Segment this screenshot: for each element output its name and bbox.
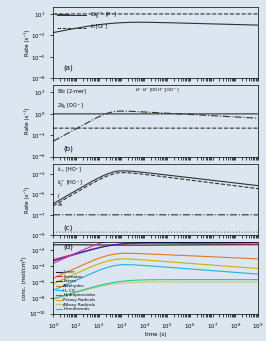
Text: (a): (a) [63, 65, 73, 71]
Text: $k_+$ [HO$^\bullet$]: $k_+$ [HO$^\bullet$] [57, 165, 82, 174]
Text: (d): (d) [63, 244, 73, 250]
Legend: 2-mer, Formates, Esters, Aldehydes, H₂ CO, Hydroperoxides, Peroxy Radicals, Alko: 2-mer, Formates, Esters, Aldehydes, H₂ C… [55, 270, 96, 312]
Y-axis label: Rate (s⁻¹): Rate (s⁻¹) [24, 29, 30, 56]
X-axis label: time (s): time (s) [145, 332, 166, 337]
Text: $k_T \cdot k_T$  [OOH$^\bullet$][OO$^\bullet$]: $k_T \cdot k_T$ [OOH$^\bullet$][OO$^\bul… [135, 87, 180, 94]
Text: $8k_2$ [2-mer]: $8k_2$ [2-mer] [57, 87, 87, 95]
Y-axis label: conc. (mol/cm³): conc. (mol/cm³) [21, 256, 27, 300]
Text: (b): (b) [63, 146, 73, 152]
Text: $j$: $j$ [57, 191, 61, 200]
Y-axis label: Rate (s⁻¹): Rate (s⁻¹) [24, 108, 30, 134]
Text: $k_1$[O$_2$ ]: $k_1$[O$_2$ ] [90, 23, 108, 31]
Text: $k_2^+$ [HO$^\bullet$]: $k_2^+$ [HO$^\bullet$] [57, 178, 83, 189]
Text: $2k_6$ [OO$^\bullet$]: $2k_6$ [OO$^\bullet$] [57, 101, 84, 110]
Y-axis label: Rate (s⁻¹): Rate (s⁻¹) [24, 186, 30, 213]
Text: (c): (c) [63, 224, 73, 231]
Text: $a_3$: $a_3$ [57, 201, 64, 209]
Text: $2k_0^{++}$ [P$^\bullet$]: $2k_0^{++}$ [P$^\bullet$] [90, 10, 117, 21]
